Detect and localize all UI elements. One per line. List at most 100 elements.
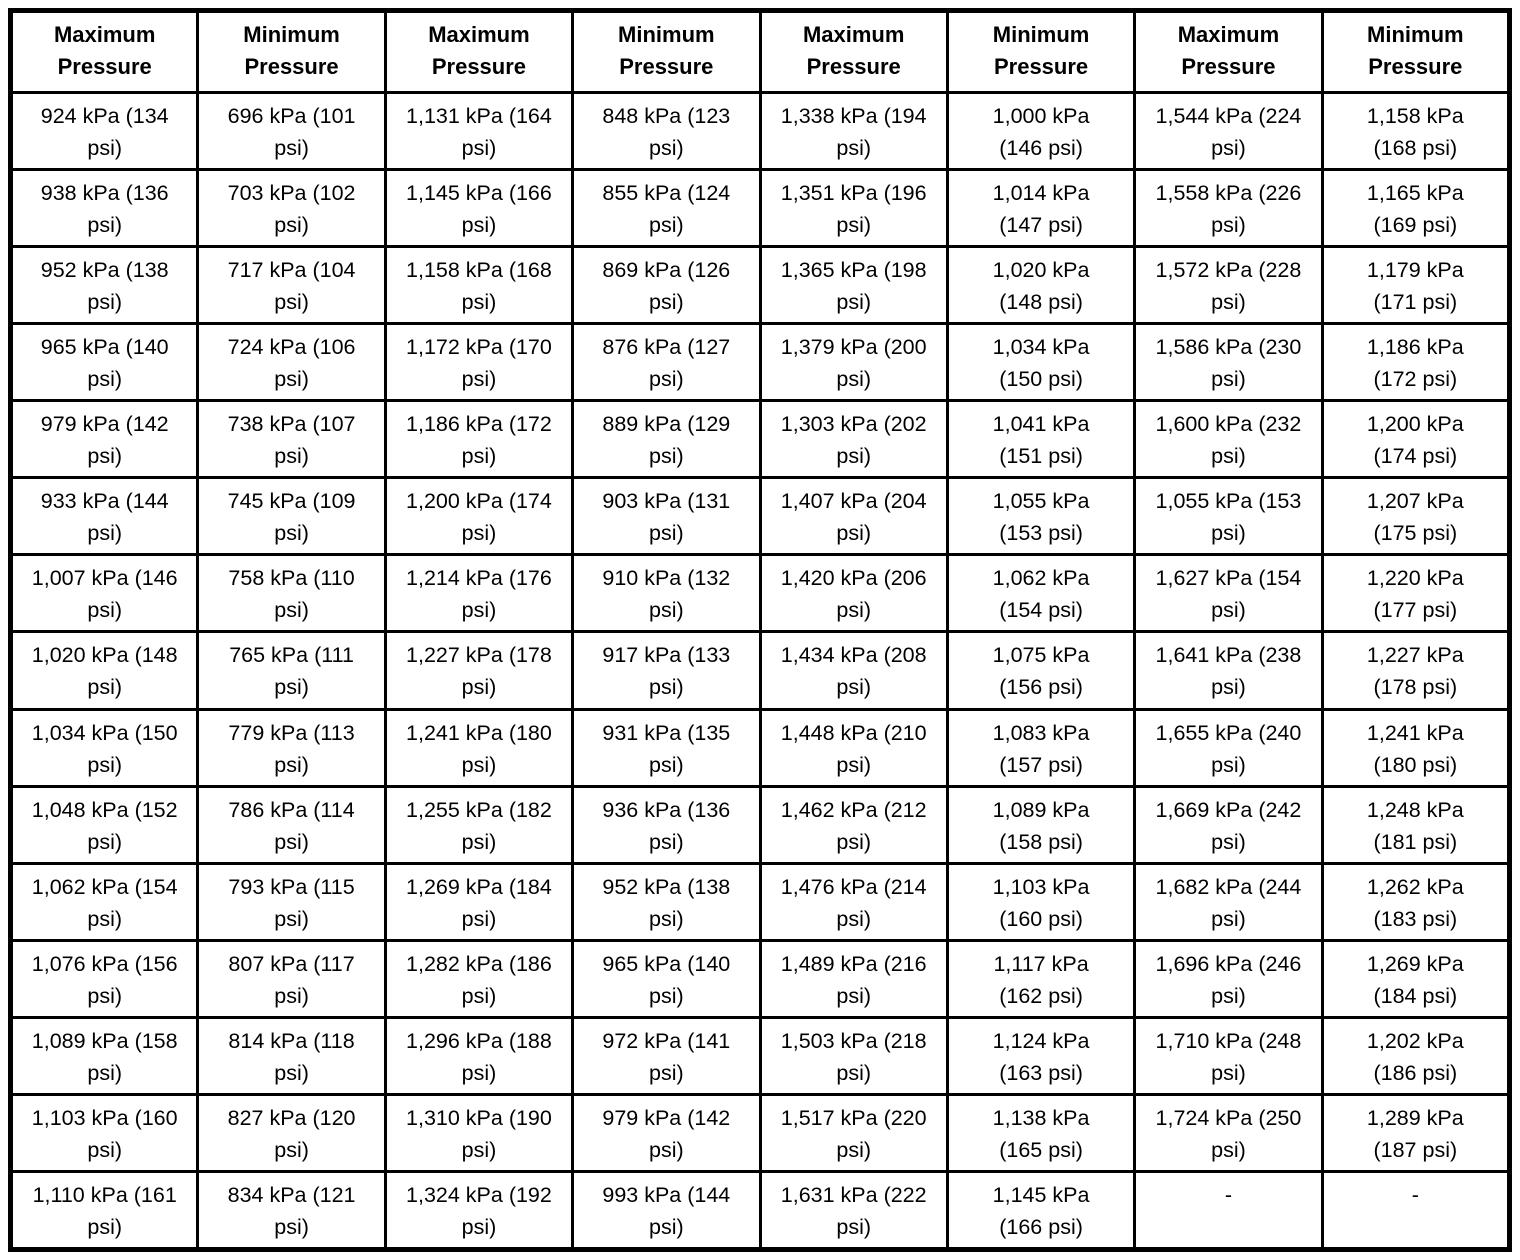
pressure-cell: 1,241 kPa (180 psi) bbox=[1320, 707, 1512, 788]
pressure-cell: 1,179 kPa (171 psi) bbox=[1320, 245, 1512, 326]
pressure-cell: 1,248 kPa (181 psi) bbox=[1320, 784, 1512, 865]
pressure-cell: 1,351 kPa (196 psi) bbox=[758, 168, 949, 249]
pressure-cell: 1,682 kPa (244 psi) bbox=[1133, 861, 1324, 942]
pressure-cell: 1,310 kPa (190 psi) bbox=[383, 1092, 575, 1173]
pressure-cell: 1,262 kPa (183 psi) bbox=[1320, 861, 1512, 942]
pressure-cell: 1,324 kPa (192 psi) bbox=[383, 1169, 575, 1252]
pressure-cell: 965 kPa (140 psi) bbox=[8, 322, 200, 403]
pressure-cell: 1,020 kPa (148 psi) bbox=[8, 630, 200, 711]
pressure-cell: 1,041 kPa (151 psi) bbox=[945, 399, 1137, 480]
pressure-cell: 1,200 kPa (174 psi) bbox=[383, 476, 575, 557]
pressure-cell: 1,269 kPa (184 psi) bbox=[383, 861, 575, 942]
pressure-cell: - bbox=[1320, 1169, 1512, 1252]
pressure-cell: 1,165 kPa (169 psi) bbox=[1320, 168, 1512, 249]
column-header: Minimum Pressure bbox=[945, 9, 1137, 94]
pressure-cell: 1,227 kPa (178 psi) bbox=[383, 630, 575, 711]
pressure-cell: 1,724 kPa (250 psi) bbox=[1133, 1092, 1324, 1173]
pressure-cell: 1,641 kPa (238 psi) bbox=[1133, 630, 1324, 711]
column-header: Maximum Pressure bbox=[383, 9, 575, 94]
table-row: 924 kPa (134 psi) 696 kPa (101 psi) 1,13… bbox=[8, 90, 1512, 172]
pressure-cell: 1,131 kPa (164 psi) bbox=[383, 90, 575, 172]
pressure-cell: 1,172 kPa (170 psi) bbox=[383, 322, 575, 403]
table-row: 979 kPa (142 psi) 738 kPa (107 psi) 1,18… bbox=[8, 399, 1512, 480]
pressure-cell: 1,282 kPa (186 psi) bbox=[383, 938, 575, 1019]
pressure-cell: 1,055 kPa (153 psi) bbox=[1133, 476, 1324, 557]
table-header-row: Maximum Pressure Minimum Pressure Maximu… bbox=[8, 9, 1512, 94]
table-row: 1,076 kPa (156 psi) 807 kPa (117 psi) 1,… bbox=[8, 938, 1512, 1019]
pressure-cell: 1,669 kPa (242 psi) bbox=[1133, 784, 1324, 865]
pressure-cell: 1,124 kPa (163 psi) bbox=[945, 1015, 1137, 1096]
column-header: Minimum Pressure bbox=[571, 9, 762, 94]
pressure-cell: 1,186 kPa (172 psi) bbox=[1320, 322, 1512, 403]
table-row: 1,089 kPa (158 psi) 814 kPa (118 psi) 1,… bbox=[8, 1015, 1512, 1096]
pressure-cell: 1,241 kPa (180 psi) bbox=[383, 707, 575, 788]
pressure-cell: 696 kPa (101 psi) bbox=[196, 90, 387, 172]
pressure-cell: 933 kPa (144 psi) bbox=[8, 476, 200, 557]
pressure-cell: 1,517 kPa (220 psi) bbox=[758, 1092, 949, 1173]
pressure-cell: 855 kPa (124 psi) bbox=[571, 168, 762, 249]
pressure-cell: 936 kPa (136 psi) bbox=[571, 784, 762, 865]
pressure-cell: 903 kPa (131 psi) bbox=[571, 476, 762, 557]
pressure-cell: 1,014 kPa (147 psi) bbox=[945, 168, 1137, 249]
pressure-cell: 1,214 kPa (176 psi) bbox=[383, 553, 575, 634]
table-row: 938 kPa (136 psi) 703 kPa (102 psi) 1,14… bbox=[8, 168, 1512, 249]
pressure-cell: 1,083 kPa (157 psi) bbox=[945, 707, 1137, 788]
pressure-cell: 1,110 kPa (161 psi) bbox=[8, 1169, 200, 1252]
pressure-cell: 1,103 kPa (160 psi) bbox=[8, 1092, 200, 1173]
pressure-cell: 765 kPa (111 psi) bbox=[196, 630, 387, 711]
pressure-cell: 1,303 kPa (202 psi) bbox=[758, 399, 949, 480]
column-header: Minimum Pressure bbox=[196, 9, 387, 94]
pressure-cell: 1,544 kPa (224 psi) bbox=[1133, 90, 1324, 172]
pressure-cell: 1,586 kPa (230 psi) bbox=[1133, 322, 1324, 403]
pressure-cell: 965 kPa (140 psi) bbox=[571, 938, 762, 1019]
pressure-cell: 758 kPa (110 psi) bbox=[196, 553, 387, 634]
pressure-cell: 972 kPa (141 psi) bbox=[571, 1015, 762, 1096]
pressure-cell: 1,076 kPa (156 psi) bbox=[8, 938, 200, 1019]
pressure-cell: 1,062 kPa (154 psi) bbox=[8, 861, 200, 942]
pressure-cell: 1,207 kPa (175 psi) bbox=[1320, 476, 1512, 557]
pressure-cell: 979 kPa (142 psi) bbox=[571, 1092, 762, 1173]
pressure-cell: 1,420 kPa (206 psi) bbox=[758, 553, 949, 634]
pressure-cell: 1,489 kPa (216 psi) bbox=[758, 938, 949, 1019]
pressure-cell: 1,200 kPa (174 psi) bbox=[1320, 399, 1512, 480]
pressure-cell: 1,103 kPa (160 psi) bbox=[945, 861, 1137, 942]
table-row: 952 kPa (138 psi) 717 kPa (104 psi) 1,15… bbox=[8, 245, 1512, 326]
pressure-cell: 738 kPa (107 psi) bbox=[196, 399, 387, 480]
pressure-cell: 827 kPa (120 psi) bbox=[196, 1092, 387, 1173]
table-row: 1,110 kPa (161 psi) 834 kPa (121 psi) 1,… bbox=[8, 1169, 1512, 1252]
table-row: 965 kPa (140 psi) 724 kPa (106 psi) 1,17… bbox=[8, 322, 1512, 403]
column-header: Minimum Pressure bbox=[1320, 9, 1512, 94]
pressure-cell: 993 kPa (144 psi) bbox=[571, 1169, 762, 1252]
pressure-cell: 848 kPa (123 psi) bbox=[571, 90, 762, 172]
column-header: Maximum Pressure bbox=[8, 9, 200, 94]
pressure-cell: 1,503 kPa (218 psi) bbox=[758, 1015, 949, 1096]
pressure-cell: 1,655 kPa (240 psi) bbox=[1133, 707, 1324, 788]
pressure-cell: 1,600 kPa (232 psi) bbox=[1133, 399, 1324, 480]
pressure-cell: 1,075 kPa (156 psi) bbox=[945, 630, 1137, 711]
pressure-cell: 717 kPa (104 psi) bbox=[196, 245, 387, 326]
pressure-cell: 952 kPa (138 psi) bbox=[571, 861, 762, 942]
pressure-cell: 1,627 kPa (154 psi) bbox=[1133, 553, 1324, 634]
pressure-cell: 1,034 kPa (150 psi) bbox=[945, 322, 1137, 403]
pressure-cell: 1,145 kPa (166 psi) bbox=[383, 168, 575, 249]
pressure-cell: 1,558 kPa (226 psi) bbox=[1133, 168, 1324, 249]
pressure-cell: 1,448 kPa (210 psi) bbox=[758, 707, 949, 788]
pressure-cell: 869 kPa (126 psi) bbox=[571, 245, 762, 326]
pressure-cell: 876 kPa (127 psi) bbox=[571, 322, 762, 403]
pressure-cell: 814 kPa (118 psi) bbox=[196, 1015, 387, 1096]
pressure-cell: 1,055 kPa (153 psi) bbox=[945, 476, 1137, 557]
pressure-cell: 1,269 kPa (184 psi) bbox=[1320, 938, 1512, 1019]
pressure-cell: 1,117 kPa (162 psi) bbox=[945, 938, 1137, 1019]
pressure-cell: 1,007 kPa (146 psi) bbox=[8, 553, 200, 634]
pressure-cell: 807 kPa (117 psi) bbox=[196, 938, 387, 1019]
pressure-cell: 917 kPa (133 psi) bbox=[571, 630, 762, 711]
pressure-cell: 910 kPa (132 psi) bbox=[571, 553, 762, 634]
pressure-cell: 1,186 kPa (172 psi) bbox=[383, 399, 575, 480]
pressure-cell: 1,289 kPa (187 psi) bbox=[1320, 1092, 1512, 1173]
pressure-cell: 952 kPa (138 psi) bbox=[8, 245, 200, 326]
pressure-cell: 931 kPa (135 psi) bbox=[571, 707, 762, 788]
pressure-cell: 1,138 kPa (165 psi) bbox=[945, 1092, 1137, 1173]
pressure-cell: 1,434 kPa (208 psi) bbox=[758, 630, 949, 711]
pressure-cell: 889 kPa (129 psi) bbox=[571, 399, 762, 480]
pressure-cell: 793 kPa (115 psi) bbox=[196, 861, 387, 942]
